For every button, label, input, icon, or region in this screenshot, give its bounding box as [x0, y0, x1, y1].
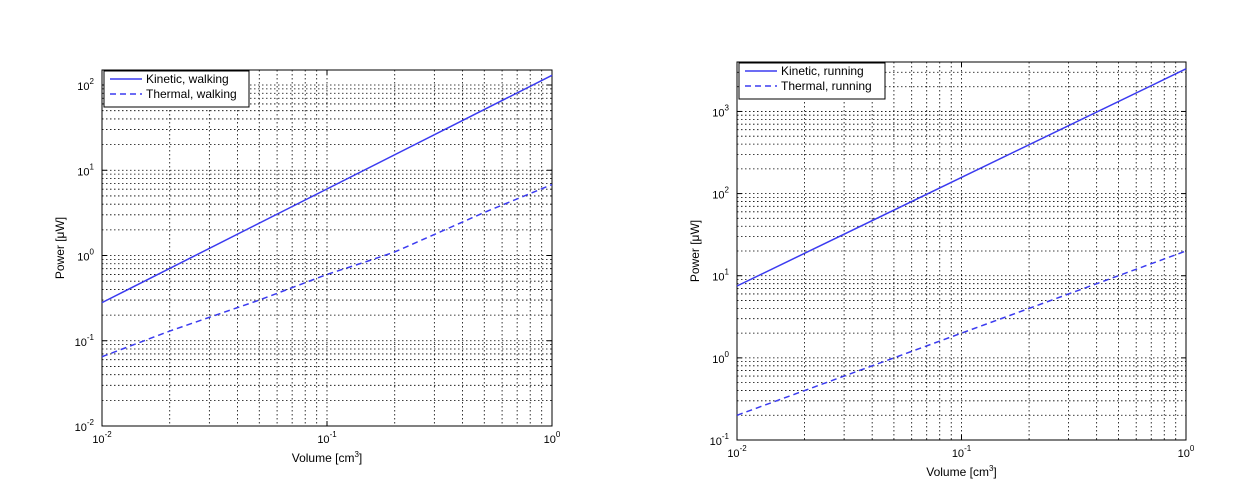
x-tick-label: 10-1	[317, 430, 337, 446]
x-tick-label: 10-2	[92, 430, 112, 446]
y-tick-label: 103	[712, 103, 729, 119]
y-tick-label: 100	[77, 248, 94, 264]
legend-label: Kinetic, running	[781, 64, 864, 78]
x-tick-label: 100	[544, 430, 561, 446]
legend-label: Thermal, running	[781, 79, 872, 93]
series-line-thermal	[101, 183, 553, 358]
y-axis-title: Power [μW]	[53, 217, 67, 279]
x-tick-label: 10-2	[727, 444, 747, 460]
x-axis-title: Volume [cm3]	[926, 464, 997, 479]
series-line-kinetic	[101, 74, 553, 304]
y-tick-label: 102	[77, 77, 94, 93]
y-axis-title: Power [μW]	[688, 220, 702, 282]
y-tick-label: 10-1	[710, 432, 730, 448]
y-tick-label: 101	[712, 268, 729, 284]
series-line-kinetic	[736, 68, 1187, 287]
legend-label: Kinetic, walking	[146, 72, 229, 86]
y-grid	[737, 61, 1186, 441]
legend-box	[738, 62, 886, 100]
legend-label: Thermal, walking	[146, 87, 237, 101]
y-grid	[102, 84, 552, 427]
x-tick-label: 100	[1178, 444, 1195, 460]
chart-walking: 10-2 10-1 100 10-2 10-1 100 101 102 Volume [cm3]…	[53, 69, 561, 465]
legend-box	[103, 70, 250, 108]
y-tick-label: 100	[712, 350, 729, 366]
y-tick-label: 10-1	[75, 333, 95, 349]
y-tick-label: 101	[77, 162, 94, 178]
y-tick-label: 102	[712, 186, 729, 202]
x-axis-title: Volume [cm3]	[292, 450, 363, 465]
x-tick-label: 10-1	[952, 444, 972, 460]
y-tick-label: 10-2	[75, 418, 95, 434]
